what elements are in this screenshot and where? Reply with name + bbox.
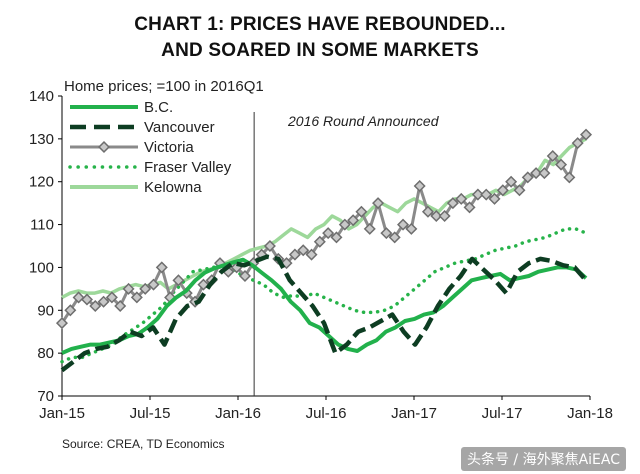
series-point-victoria	[155, 261, 168, 274]
series-point-victoria	[288, 248, 301, 261]
series-point-victoria	[405, 222, 418, 235]
series-point-victoria	[89, 299, 102, 312]
y-tick-label: 110	[30, 217, 54, 234]
x-tick-label: Jul-17	[482, 405, 523, 422]
source-note: Source: CREA, TD Economics	[62, 437, 225, 451]
series-point-victoria	[530, 167, 543, 180]
series-point-victoria	[105, 291, 118, 304]
y-tick-label: 100	[29, 259, 54, 276]
series-point-victoria	[72, 291, 85, 304]
series-point-victoria	[97, 295, 110, 308]
series-point-victoria	[521, 171, 534, 184]
series-point-victoria	[355, 205, 368, 218]
legend-marker-victoria	[97, 140, 111, 154]
y-tick-label: 140	[29, 88, 54, 105]
series-point-victoria	[114, 300, 127, 313]
series-point-victoria	[496, 184, 509, 197]
series-point-victoria	[263, 240, 276, 253]
series-point-victoria	[538, 167, 551, 180]
series-layer	[55, 128, 593, 373]
series-point-victoria	[297, 244, 310, 257]
series-point-victoria	[438, 209, 451, 223]
legend-label-fraser-valley: Fraser Valley	[144, 159, 232, 176]
y-axis-label: Home prices; =100 in 2016Q1	[64, 78, 264, 95]
x-tick-label: Jan-15	[39, 405, 85, 422]
series-point-victoria	[555, 158, 568, 171]
series-point-victoria	[455, 192, 468, 205]
series-point-victoria	[546, 150, 559, 163]
legend-label-victoria: Victoria	[144, 139, 194, 156]
axes: 70 80 90 100 110 120 130 140 Jan-15 Jul-15 Jan-16 J…	[29, 88, 613, 422]
y-tick-label: 120	[29, 174, 54, 191]
series-point-victoria	[372, 197, 385, 210]
legend-label-kelowna: Kelowna	[144, 179, 202, 196]
series-point-victoria	[139, 282, 152, 295]
series-point-victoria	[322, 227, 335, 240]
annotation-2016-round: 2016 Round Announced	[287, 113, 440, 129]
series-point-victoria	[122, 282, 135, 295]
series-point-victoria	[55, 317, 68, 330]
chart-title-line2: AND SOARED IN SOME MARKETS	[161, 40, 479, 61]
series-point-victoria	[480, 188, 493, 201]
series-point-victoria	[571, 137, 584, 150]
series-line-b-c	[61, 257, 588, 355]
x-tick-label: Jan-16	[215, 405, 261, 422]
legend-label-b-c: B.C.	[144, 99, 173, 116]
series-point-victoria	[446, 197, 459, 210]
legend-item-victoria: Victoria	[70, 139, 194, 156]
series-point-victoria	[130, 291, 143, 304]
series-point-victoria	[488, 192, 501, 205]
x-tick-label: Jan-17	[391, 405, 437, 422]
legend-label-vancouver: Vancouver	[144, 119, 215, 136]
series-point-victoria	[338, 218, 351, 231]
series-line-vancouver	[60, 254, 588, 373]
x-tick-label: Jul-16	[306, 405, 347, 422]
series-point-victoria	[413, 179, 426, 192]
legend-item-b-c: B.C.	[70, 99, 173, 116]
series-point-victoria	[330, 231, 343, 244]
series-point-victoria	[471, 188, 484, 201]
series-point-victoria	[238, 269, 251, 282]
y-tick-label: 90	[37, 302, 54, 319]
series-point-victoria	[421, 205, 434, 218]
series-point-victoria	[513, 184, 526, 197]
legend-item-vancouver: Vancouver	[70, 119, 215, 136]
x-tick-label: Jul-15	[130, 405, 171, 422]
series-point-victoria	[80, 293, 93, 306]
legend-item-kelowna: Kelowna	[70, 179, 202, 196]
series-point-victoria	[563, 171, 576, 184]
line-chart: 70 80 90 100 110 120 130 140 Jan-15 Jul-15 Jan-16 J…	[29, 78, 613, 422]
series-point-victoria	[463, 201, 476, 214]
series-point-victoria	[172, 274, 185, 287]
series-point-victoria	[397, 218, 410, 231]
series-point-victoria	[363, 222, 376, 235]
series-line-victoria	[60, 133, 588, 324]
series-point-victoria	[347, 214, 360, 227]
y-tick-label: 70	[37, 388, 54, 405]
legend: B.C. Vancouver Victoria Fraser Valley Kelown…	[68, 99, 232, 196]
x-tick-label: Jan-18	[567, 405, 613, 422]
series-point-victoria	[147, 278, 160, 291]
y-tick-label: 130	[29, 131, 54, 148]
series-line-kelowna	[61, 137, 587, 299]
series-point-victoria	[305, 248, 318, 261]
series-line-fraser-valley	[60, 227, 588, 364]
legend-item-fraser-valley: Fraser Valley	[68, 159, 232, 176]
series-point-victoria	[505, 175, 518, 188]
chart-title-line1: CHART 1: PRICES HAVE REBOUNDED...	[134, 14, 506, 35]
series-point-victoria	[313, 235, 326, 248]
series-point-victoria	[64, 304, 77, 317]
series-point-victoria	[380, 227, 393, 240]
watermark: 头条号 / 海外聚焦AiEAC	[460, 447, 626, 471]
y-tick-label: 80	[37, 345, 54, 362]
series-point-victoria	[580, 128, 593, 141]
series-point-victoria	[388, 231, 401, 244]
series-point-victoria	[430, 209, 443, 223]
